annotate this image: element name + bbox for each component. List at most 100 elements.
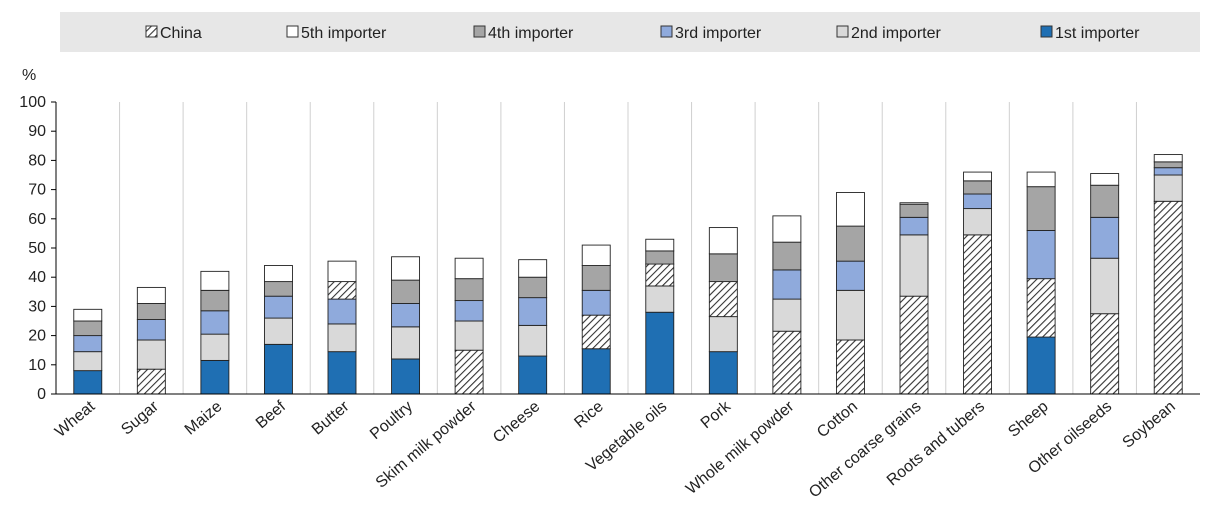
legend-label-3rd-importer: 3rd importer <box>675 25 762 42</box>
bar-segment-soybean-4th-importer <box>1153 161 1183 169</box>
bar-segment-cotton-5th-importer <box>835 192 865 227</box>
bars <box>73 154 1183 395</box>
bar-segment-cotton-4th-importer <box>835 225 865 262</box>
bar-segment-sheep-china <box>1026 278 1056 338</box>
legend-item-5th-importer: 5th importer <box>286 25 387 42</box>
bar-segment-poultry-5th-importer <box>391 256 421 281</box>
bar-segment-maize-5th-importer <box>200 270 230 291</box>
bar-segment-wheat-1st-importer <box>73 370 103 395</box>
x-tick-label-sugar: Sugar <box>118 398 162 439</box>
bar-segment-skim-milk-powder-4th-importer <box>454 278 484 302</box>
bar-segment-poultry-2nd-importer <box>391 326 421 360</box>
bar-segment-rice-china <box>581 314 611 350</box>
y-tick-labels: 0 10 20 30 40 50 60 70 80 90 100 <box>19 94 46 403</box>
bar-segment-beef-5th-importer <box>263 265 293 283</box>
bar-segment-sugar-4th-importer <box>136 303 166 320</box>
bar-segment-other-oilseeds-5th-importer <box>1090 173 1120 186</box>
y-tick-label: 20 <box>28 328 46 345</box>
legend-item-1st-importer: 1st importer <box>1040 25 1140 42</box>
bar-segment-cotton-2nd-importer <box>835 289 865 341</box>
x-tick-label-cotton: Cotton <box>814 398 861 441</box>
y-tick-label: 90 <box>28 123 46 140</box>
legend-swatch-1st-importer <box>1040 25 1053 38</box>
x-tick-label-butter: Butter <box>309 398 353 439</box>
bar-segment-wheat-2nd-importer <box>73 351 103 372</box>
bar-segment-sugar-3rd-importer <box>136 319 166 341</box>
x-tick-label-cheese: Cheese <box>490 398 543 447</box>
bar-segment-pork-china <box>708 281 738 318</box>
bar-segment-other-coarse-grains-2nd-importer <box>899 234 929 297</box>
legend-label-5th-importer: 5th importer <box>301 25 387 42</box>
y-tick-label: 80 <box>28 152 46 169</box>
bar-segment-other-coarse-grains-5th-importer <box>899 202 929 205</box>
bar-segment-poultry-3rd-importer <box>391 303 421 328</box>
bar-segment-skim-milk-powder-china <box>454 349 484 395</box>
bar-segment-sugar-china <box>136 368 166 395</box>
bar-segment-soybean-3rd-importer <box>1153 167 1183 176</box>
bar-segment-skim-milk-powder-2nd-importer <box>454 320 484 351</box>
bar-segment-butter-china <box>327 281 357 300</box>
y-tick-label: 60 <box>28 211 46 228</box>
bar-segment-soybean-china <box>1153 200 1183 395</box>
bar-segment-sheep-3rd-importer <box>1026 230 1056 280</box>
x-tick-label-other-coarse-grains: Other coarse grains <box>806 398 925 501</box>
bar-segment-sugar-2nd-importer <box>136 339 166 370</box>
bar-segment-rice-5th-importer <box>581 244 611 266</box>
legend: China 5th importer 4th importer 3rd impo… <box>145 25 1140 42</box>
legend-swatch-2nd-importer <box>836 25 849 38</box>
bar-segment-cheese-2nd-importer <box>518 324 548 357</box>
y-tick-label: 0 <box>37 386 46 403</box>
bar-segment-butter-3rd-importer <box>327 298 357 325</box>
y-tick-label: 50 <box>28 240 46 257</box>
x-tick-label-pork: Pork <box>698 397 735 432</box>
bar-segment-whole-milk-powder-4th-importer <box>772 241 802 271</box>
legend-item-china: China <box>145 25 202 42</box>
bar-segment-wheat-4th-importer <box>73 320 103 337</box>
legend-swatch-china <box>145 25 158 38</box>
bar-segment-rice-1st-importer <box>581 348 611 395</box>
bar-segment-sheep-5th-importer <box>1026 171 1056 188</box>
bar-segment-whole-milk-powder-3rd-importer <box>772 269 802 300</box>
bar-segment-vegetable-oils-5th-importer <box>645 238 675 252</box>
bar-segment-butter-5th-importer <box>327 260 357 283</box>
bar-segment-beef-2nd-importer <box>263 317 293 345</box>
bar-segment-other-oilseeds-3rd-importer <box>1090 216 1120 259</box>
bar-segment-other-coarse-grains-china <box>899 295 929 395</box>
bar-segment-other-oilseeds-china <box>1090 313 1120 395</box>
bar-segment-soybean-2nd-importer <box>1153 174 1183 202</box>
bar-segment-maize-3rd-importer <box>200 310 230 335</box>
bar-segment-roots-and-tubers-3rd-importer <box>963 193 993 210</box>
x-tick-label-sheep: Sheep <box>1005 398 1051 441</box>
bar-segment-vegetable-oils-4th-importer <box>645 250 675 265</box>
bar-segment-cheese-3rd-importer <box>518 297 548 326</box>
bar-segment-vegetable-oils-2nd-importer <box>645 285 675 313</box>
bar-segment-butter-2nd-importer <box>327 323 357 353</box>
x-tick-label-whole-milk-powder: Whole milk powder <box>683 398 798 498</box>
legend-item-3rd-importer: 3rd importer <box>660 25 762 42</box>
bar-segment-roots-and-tubers-china <box>963 234 993 395</box>
legend-background <box>60 12 1200 52</box>
x-tick-label-wheat: Wheat <box>52 398 99 441</box>
bar-segment-skim-milk-powder-5th-importer <box>454 257 484 280</box>
bar-segment-other-coarse-grains-3rd-importer <box>899 216 929 236</box>
bar-segment-beef-1st-importer <box>263 343 293 395</box>
bar-segment-maize-4th-importer <box>200 289 230 312</box>
x-tick-label-beef: Beef <box>253 398 290 433</box>
x-tick-label-soybean: Soybean <box>1119 398 1178 452</box>
legend-label-china: China <box>160 25 202 42</box>
bar-segment-whole-milk-powder-5th-importer <box>772 215 802 243</box>
bar-segment-skim-milk-powder-3rd-importer <box>454 300 484 322</box>
x-tick-label-poultry: Poultry <box>367 398 416 443</box>
bar-segment-other-oilseeds-2nd-importer <box>1090 257 1120 315</box>
legend-item-4th-importer: 4th importer <box>473 25 574 42</box>
legend-item-2nd-importer: 2nd importer <box>836 25 941 42</box>
legend-swatch-5th-importer <box>286 25 299 38</box>
bar-segment-sheep-4th-importer <box>1026 186 1056 231</box>
x-tick-label-maize: Maize <box>182 398 226 439</box>
bar-segment-roots-and-tubers-2nd-importer <box>963 208 993 236</box>
bar-segment-cheese-1st-importer <box>518 355 548 395</box>
legend-label-4th-importer: 4th importer <box>488 25 574 42</box>
y-tick-label: 40 <box>28 269 46 286</box>
bar-segment-roots-and-tubers-4th-importer <box>963 180 993 195</box>
